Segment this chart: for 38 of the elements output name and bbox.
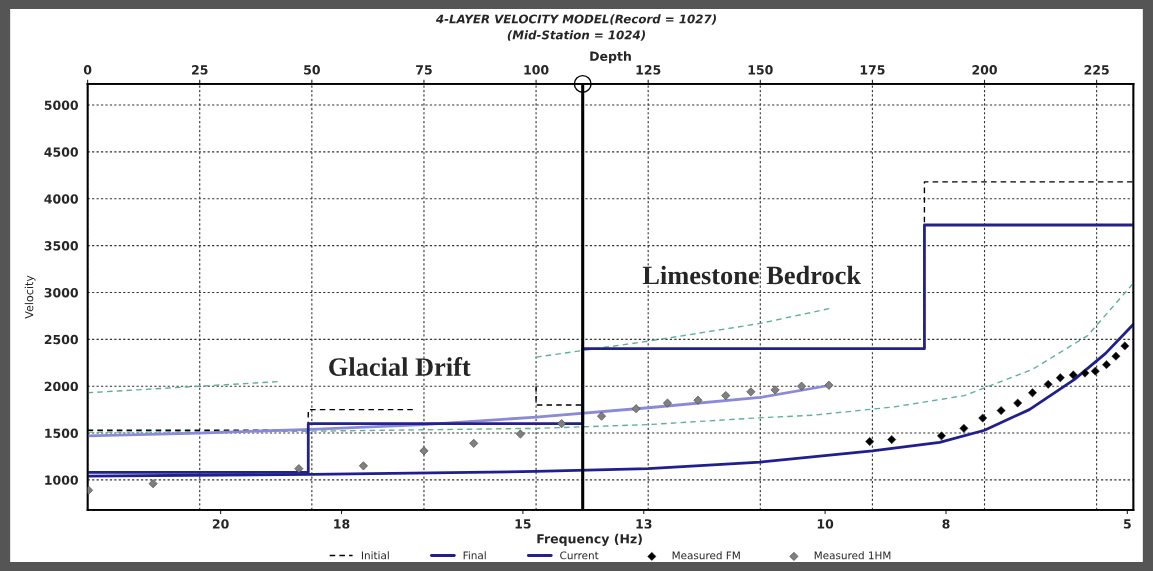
y-tick-label: 4000 — [44, 194, 78, 204]
x-axis-title: Frequency (Hz) — [537, 533, 642, 546]
annotation: Limestone Bedrock — [642, 265, 861, 285]
x2-tick-label: 125 — [636, 65, 661, 75]
y-tick-label: 4500 — [44, 147, 78, 157]
y-tick-label: 2500 — [44, 334, 78, 345]
chart-subtitle: (Mid-Station = 1024) — [507, 30, 646, 41]
legend-label: Current — [560, 551, 599, 560]
x-tick-label: 13 — [636, 519, 652, 529]
x2-tick-label: 0 — [83, 65, 92, 75]
x2-tick-label: 100 — [524, 65, 549, 75]
chart-title: 4-LAYER VELOCITY MODEL(Record = 1027) — [435, 14, 716, 25]
x-tick-label: 15 — [515, 519, 531, 529]
legend-label: Final — [463, 551, 486, 560]
legend-label: Measured FM — [672, 551, 740, 560]
x2-tick-label: 175 — [860, 65, 885, 75]
y-axis-title: Velocity — [24, 275, 36, 319]
x-tick-label: 18 — [334, 519, 350, 529]
x2-tick-label: 50 — [304, 65, 320, 75]
x2-tick-label: 150 — [748, 65, 773, 75]
y-tick-label: 5000 — [44, 100, 78, 110]
x-tick-label: 10 — [817, 519, 834, 529]
y-tick-label: 2000 — [44, 381, 78, 392]
legend-label: Initial — [361, 551, 389, 560]
x2-tick-label: 200 — [972, 65, 997, 75]
x-tick-label: 20 — [212, 519, 229, 529]
y-tick-label: 3500 — [44, 241, 78, 251]
legend-label: Measured 1HM — [814, 551, 891, 560]
x2-tick-label: 75 — [416, 65, 432, 75]
y-tick-label: 1500 — [45, 428, 78, 438]
x2-axis-title: Depth — [590, 51, 631, 64]
x-tick-label: 5 — [1123, 519, 1131, 529]
y-tick-label: 3000 — [44, 287, 78, 298]
x2-tick-label: 25 — [192, 65, 208, 75]
annotation: Glacial Drift — [329, 357, 471, 376]
y-tick-label: 1000 — [45, 475, 78, 485]
x2-tick-label: 225 — [1084, 65, 1109, 75]
x-tick-label: 8 — [942, 519, 950, 529]
